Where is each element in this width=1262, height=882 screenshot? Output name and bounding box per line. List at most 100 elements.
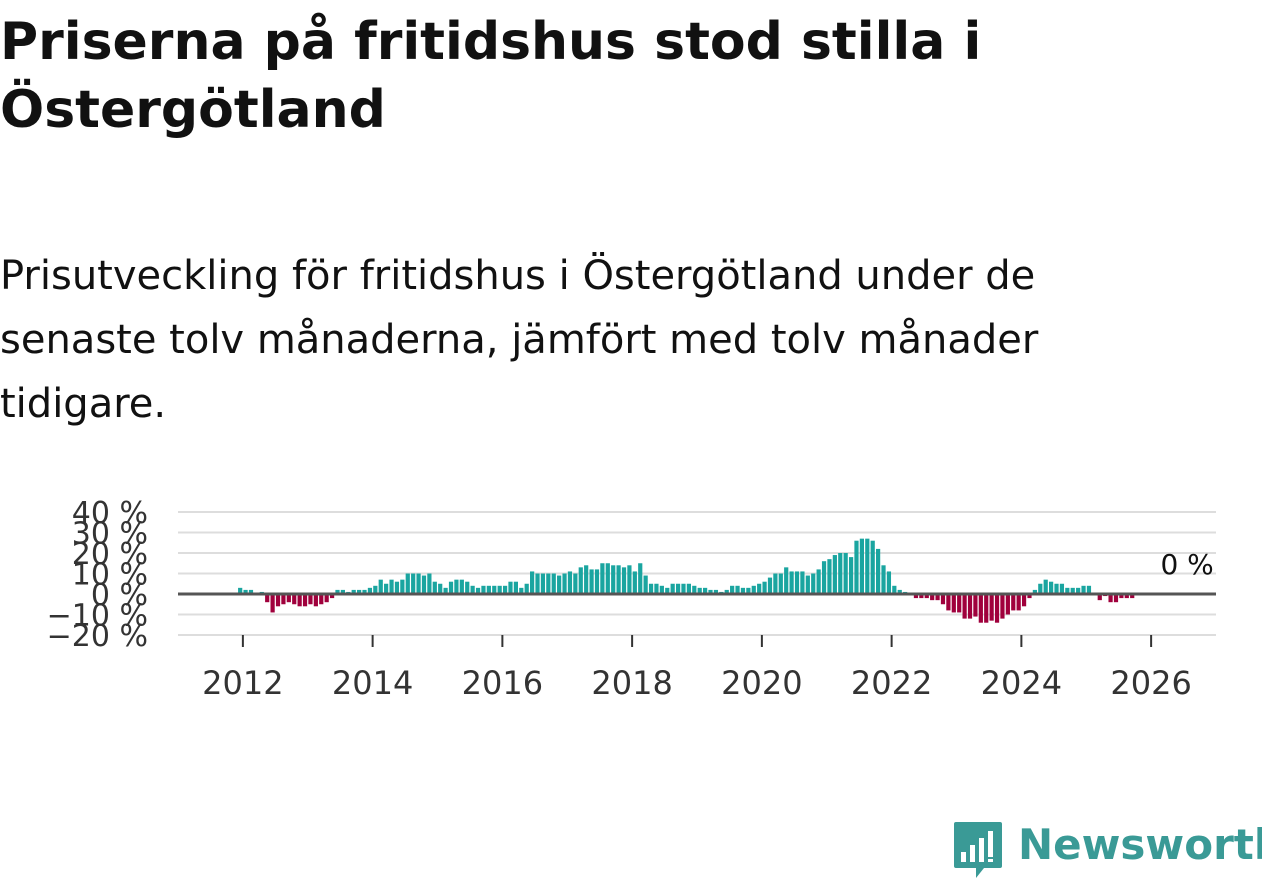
bar [1021,594,1027,607]
bar [465,581,470,594]
bar [859,538,864,594]
bar [611,565,616,594]
bar [1070,587,1075,594]
bar [1038,583,1043,594]
bar [1097,594,1102,601]
bar [757,583,762,594]
bar [1043,579,1048,594]
bar [551,573,556,594]
bar [870,540,875,594]
bar [513,581,518,594]
bar [421,575,427,594]
bar [865,538,870,594]
bar [789,571,794,594]
bar [292,594,297,605]
bar [313,594,318,607]
bar [481,585,486,594]
bar [827,559,832,594]
bar [411,573,416,594]
bar [1113,594,1119,603]
bar [913,594,919,599]
bar [935,594,940,601]
bar [697,587,702,594]
chart-title: Priserna på fritidshus stod stilla i Öst… [0,12,982,140]
x-tick-label: 2016 [462,664,543,702]
bar [643,575,648,594]
bar [773,573,778,594]
x-tick-label: 2024 [981,664,1062,702]
bar [319,594,324,605]
bar [519,587,524,594]
bar [670,583,675,594]
bar [524,583,529,594]
bar [616,565,621,594]
bar [832,555,837,594]
bar [432,581,437,594]
bar [438,583,443,594]
bar [362,589,367,594]
bar [578,567,583,594]
bar [794,571,800,594]
bar [659,585,664,594]
bar [281,594,286,605]
newsworthy-logo-icon [954,822,1002,878]
bar [1076,587,1081,594]
bar [946,594,951,611]
bar [367,587,373,594]
bar [1119,594,1124,599]
bar [681,583,686,594]
bar [373,585,378,594]
bar [703,587,708,594]
bar [876,548,881,594]
bar [530,571,535,594]
bar [286,594,291,603]
bar [573,573,578,594]
bar [384,583,389,594]
x-tick-label: 2018 [591,664,672,702]
bar [967,594,973,619]
bar [1130,594,1135,599]
y-tick-label: −10 % [47,599,148,634]
bar [475,587,481,594]
bar [686,583,691,594]
y-tick-label: −20 % [47,619,148,654]
bar [270,594,275,613]
bar [751,585,756,594]
bar [427,573,432,594]
bar [1032,589,1037,594]
bar [919,594,924,599]
bar [930,594,935,601]
bar [838,553,843,594]
y-tick-label: 10 % [72,558,148,593]
bar [378,579,383,594]
bar [886,571,892,594]
bar [1011,594,1016,611]
bar [265,594,270,603]
bar [784,567,789,594]
bar [502,585,508,594]
bar [638,563,643,594]
x-tick-label: 2026 [1110,664,1191,702]
brand-name: Newsworthy [1018,820,1262,869]
bar [243,589,248,594]
bar [448,581,454,594]
x-axis: 2012 2014 2016 2018 2020 2022 2024 2026 [202,635,1192,702]
bar [957,594,962,613]
bar [454,579,459,594]
bar [746,587,751,594]
bar [973,594,978,617]
bar [730,585,735,594]
y-tick-label: 20 % [72,537,148,572]
bar [351,589,356,594]
bar [940,594,946,605]
bar [584,565,589,594]
bar [329,594,335,599]
bar [357,589,362,594]
bar [848,557,854,594]
bar [443,587,448,594]
bar [275,594,281,607]
bar [497,585,502,594]
bars [238,538,1135,623]
bar [762,581,767,594]
bar [1065,587,1070,594]
